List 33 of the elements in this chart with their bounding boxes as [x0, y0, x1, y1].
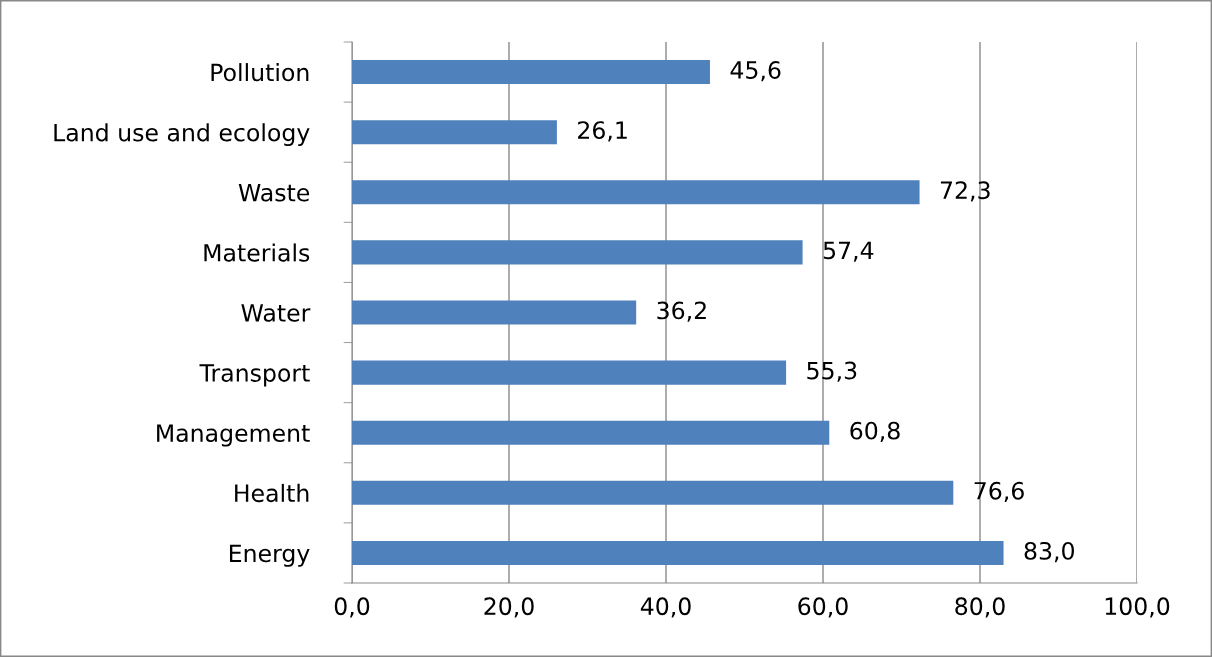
data-label: 55,3: [807, 361, 857, 382]
data-label: 72,3: [940, 181, 990, 202]
bar: [352, 120, 557, 145]
y-tick-label: Management: [157, 424, 310, 447]
data-label: 60,8: [850, 421, 900, 442]
y-tick-label: Transport: [199, 364, 310, 387]
y-tick-label: Health: [235, 483, 309, 503]
bar: [352, 240, 803, 265]
y-tick-label: Water: [241, 304, 311, 322]
x-tick-label: 0,0: [334, 597, 370, 618]
bar: [352, 300, 637, 325]
data-label: 83,0: [1024, 541, 1074, 563]
x-tick-label: 40,0: [640, 597, 691, 618]
x-tick-label: 60,0: [798, 597, 848, 618]
y-tick-label: Energy: [229, 544, 310, 567]
y-tick-label: Materials: [204, 243, 310, 262]
bar: [352, 180, 920, 205]
y-tick-label: Land use and ecology: [54, 123, 310, 147]
data-label: 45,6: [730, 61, 781, 82]
x-tick-label: 80,0: [955, 597, 1005, 618]
bar: [352, 480, 954, 505]
y-tick-label: Pollution: [211, 63, 309, 82]
x-tick-label: 20,0: [484, 597, 534, 618]
bar: [352, 540, 1004, 565]
y-tick-label: Waste: [238, 184, 310, 202]
data-label: 57,4: [823, 241, 874, 262]
data-label: 76,6: [974, 481, 1024, 503]
x-tick-label: 100,0: [1105, 597, 1170, 618]
bar: [352, 60, 710, 85]
data-label: 26,1: [578, 121, 627, 142]
data-label: 36,2: [657, 301, 706, 322]
bar: [352, 420, 830, 445]
bar: [352, 360, 787, 385]
